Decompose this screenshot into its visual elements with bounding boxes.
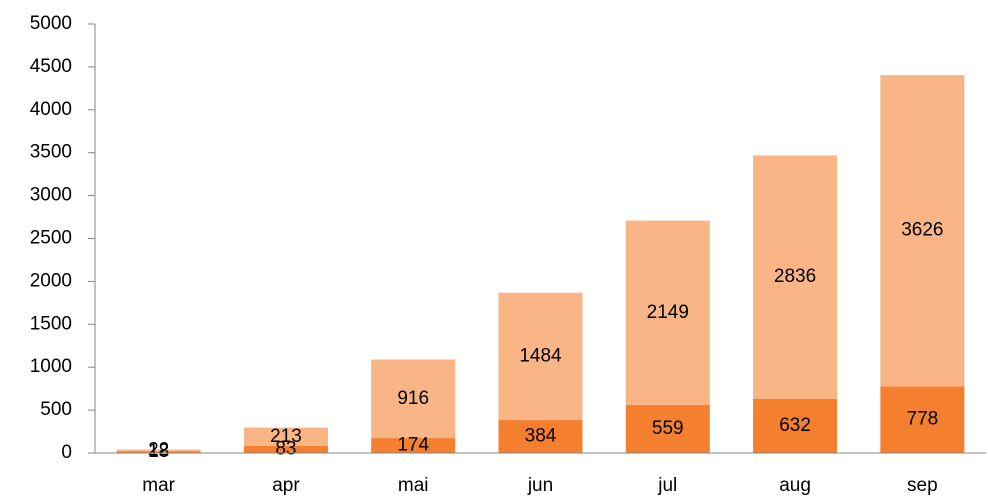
data-label: 3626 bbox=[901, 220, 943, 241]
bar-segment bbox=[880, 386, 965, 453]
data-label: 632 bbox=[779, 415, 811, 436]
y-tick-label: 500 bbox=[40, 399, 72, 420]
x-tick-label: apr bbox=[272, 475, 300, 496]
bar-segment bbox=[116, 449, 201, 452]
data-label: 559 bbox=[652, 418, 684, 439]
x-tick-label: mar bbox=[142, 475, 175, 496]
y-tick-label: 2000 bbox=[30, 270, 72, 291]
bar-segment bbox=[880, 75, 965, 387]
bar-segment bbox=[498, 292, 583, 421]
data-label: 778 bbox=[907, 409, 939, 430]
y-tick-label: 4000 bbox=[30, 99, 72, 120]
bar-segment bbox=[625, 220, 710, 406]
y-tick-label: 4500 bbox=[30, 56, 72, 77]
y-tick-label: 3500 bbox=[30, 142, 72, 163]
data-label: 384 bbox=[525, 426, 557, 447]
x-tick-label: mai bbox=[398, 475, 429, 496]
data-label: 174 bbox=[397, 435, 429, 456]
y-tick-label: 1500 bbox=[30, 313, 72, 334]
data-label: 22 bbox=[148, 440, 169, 461]
bar-segment bbox=[243, 445, 328, 453]
data-label: 2836 bbox=[774, 266, 816, 287]
x-tick-label: aug bbox=[779, 475, 811, 496]
y-tick-label: 2500 bbox=[30, 228, 72, 249]
x-tick-label: jun bbox=[527, 475, 553, 496]
bar-segment bbox=[625, 405, 710, 453]
data-label: 213 bbox=[270, 426, 302, 447]
bar-segment bbox=[371, 438, 456, 453]
data-label: 916 bbox=[397, 388, 429, 409]
data-label: 18 bbox=[148, 441, 169, 462]
bar-segment bbox=[753, 398, 838, 453]
data-label: 2149 bbox=[647, 302, 689, 323]
y-tick-label: 0 bbox=[61, 442, 72, 463]
x-tick-label: jul bbox=[657, 475, 677, 496]
bar-segment bbox=[116, 451, 201, 453]
y-tick-label: 5000 bbox=[30, 13, 72, 34]
data-label: 83 bbox=[275, 438, 296, 459]
bar-segment bbox=[498, 420, 583, 453]
bar-segment bbox=[753, 155, 838, 399]
bar-segment bbox=[243, 427, 328, 446]
x-tick-label: sep bbox=[907, 475, 938, 496]
y-tick-label: 3000 bbox=[30, 185, 72, 206]
data-label: 1484 bbox=[519, 345, 562, 366]
bar-segment bbox=[371, 359, 456, 439]
y-tick-label: 1000 bbox=[30, 356, 72, 377]
